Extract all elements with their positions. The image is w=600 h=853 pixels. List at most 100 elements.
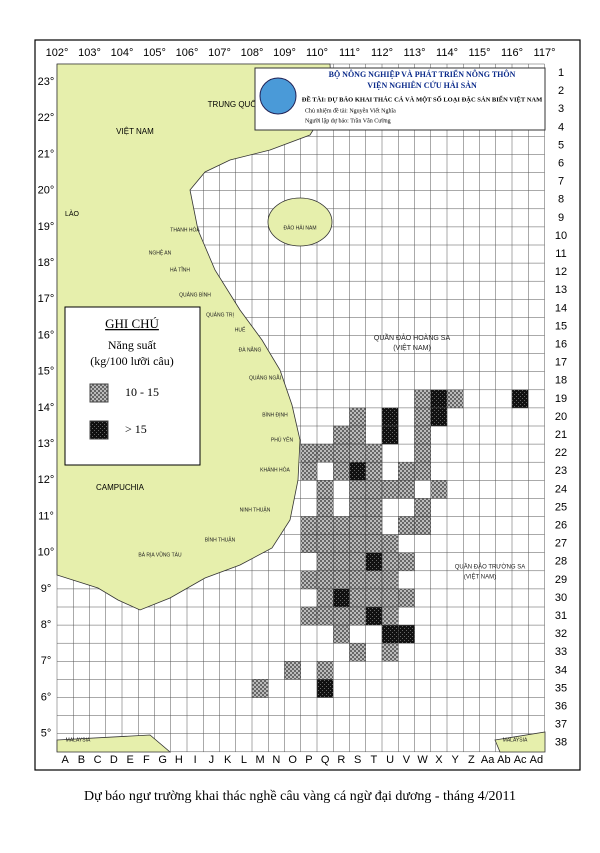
- catch-cell: [414, 425, 431, 445]
- labels: 102° 103° 104° 105° 106° 107° 108° 109° 110° 111°…: [38, 47, 567, 766]
- catch-cell: [365, 498, 383, 517]
- column-label: F: [143, 754, 150, 766]
- row-label: 20: [555, 411, 567, 423]
- longitude-label: 109°: [273, 47, 296, 59]
- catch-cell: [365, 588, 383, 608]
- place-label: (VIỆT NAM): [464, 573, 496, 581]
- catch-cell: [430, 407, 448, 427]
- column-label: Z: [468, 754, 475, 766]
- latitude-label: 8°: [41, 619, 52, 631]
- column-label: T: [371, 754, 378, 766]
- latitude-label: 10°: [38, 547, 55, 559]
- row-label: 30: [555, 592, 567, 604]
- row-label: 17: [555, 357, 567, 369]
- legend-swatch: [89, 383, 109, 403]
- column-label: A: [61, 754, 69, 766]
- column-label: J: [209, 754, 215, 766]
- catch-cell: [381, 534, 399, 553]
- column-label: D: [110, 754, 118, 766]
- latitude-label: 15°: [38, 366, 55, 378]
- catch-cell: [398, 552, 415, 572]
- row-label: 11: [555, 248, 566, 260]
- catch-cell: [349, 480, 366, 499]
- catch-cell: [316, 480, 334, 499]
- column-label: G: [158, 754, 167, 766]
- catch-cell: [349, 425, 366, 445]
- cells: [251, 389, 529, 698]
- catch-cell: [316, 498, 334, 517]
- catch-cell: [316, 516, 334, 535]
- row-label: 14: [555, 302, 567, 314]
- catch-cell: [398, 480, 415, 499]
- catch-cell: [365, 461, 383, 481]
- row-label: 31: [555, 610, 567, 622]
- place-label: BÌNH ĐỊNH: [262, 411, 288, 418]
- catch-cell: [365, 480, 383, 499]
- row-label: 9: [558, 212, 564, 224]
- place-label: CAMPUCHIA: [96, 483, 145, 492]
- row-label: 1: [558, 67, 564, 79]
- place-label: LÀO: [65, 209, 80, 218]
- column-label: N: [272, 754, 280, 766]
- longitude-label: 105°: [143, 47, 166, 59]
- place-label: BÌNH THUẬN: [205, 536, 236, 543]
- column-label: L: [241, 754, 247, 766]
- longitude-label: 102°: [46, 47, 69, 59]
- column-label: I: [194, 754, 197, 766]
- latitude-label: 17°: [38, 293, 55, 305]
- catch-cell: [381, 570, 399, 590]
- latitude-label: 21°: [38, 148, 55, 160]
- place-label: VIỆT NAM: [116, 127, 154, 136]
- header-line: ĐỀ TÀI: DỰ BÁO KHAI THÁC CÁ VÀ MỘT SỐ LO…: [302, 95, 542, 103]
- catch-cell: [365, 552, 383, 572]
- longitude-label: 112°: [371, 47, 393, 59]
- catch-cell: [349, 642, 366, 662]
- catch-cell: [381, 407, 399, 427]
- catch-cell: [333, 443, 350, 463]
- column-label: K: [224, 754, 232, 766]
- column-label: U: [386, 754, 394, 766]
- catch-cell: [414, 407, 431, 427]
- row-label: 18: [555, 375, 567, 387]
- column-label: R: [337, 754, 345, 766]
- catch-cell: [430, 389, 448, 409]
- catch-cell: [381, 552, 399, 572]
- column-label: P: [305, 754, 312, 766]
- column-label: X: [435, 754, 443, 766]
- row-label: 24: [555, 483, 567, 495]
- catch-cell: [333, 606, 350, 626]
- place-label: ĐÀ NẴNG: [239, 346, 262, 353]
- catch-cell: [300, 534, 318, 553]
- longitude-label: 110°: [306, 47, 328, 59]
- catch-cell: [414, 443, 431, 463]
- longitude-label: 115°: [469, 47, 491, 59]
- catch-cell: [300, 570, 318, 590]
- catch-cell: [316, 552, 334, 572]
- row-label: 7: [558, 176, 564, 188]
- latitude-label: 7°: [41, 655, 52, 667]
- row-label: 29: [555, 574, 567, 586]
- row-label: 25: [555, 501, 567, 513]
- row-label: 13: [555, 284, 567, 296]
- catch-cell: [365, 516, 383, 535]
- column-label: Ad: [530, 754, 543, 766]
- latitude-label: 20°: [38, 185, 55, 197]
- catch-cell: [349, 552, 366, 572]
- latitude-label: 23°: [38, 76, 55, 88]
- legend-subtitle: Năng suất: [108, 338, 157, 352]
- catch-cell: [316, 534, 334, 553]
- legend-swatch: [89, 420, 109, 440]
- legend-box: [64, 306, 201, 466]
- column-label: Q: [321, 754, 330, 766]
- catch-cell: [349, 407, 366, 427]
- longitude-label: 117°: [534, 47, 556, 59]
- row-label: 8: [558, 194, 564, 206]
- header-line: Chủ nhiệm đề tài: Nguyễn Viết Nghĩa: [305, 107, 396, 114]
- row-label: 23: [555, 465, 567, 477]
- row-label: 15: [555, 320, 567, 332]
- catch-cell: [365, 443, 383, 463]
- catch-cell: [430, 480, 448, 499]
- catch-cell: [333, 588, 350, 608]
- catch-cell: [349, 606, 366, 626]
